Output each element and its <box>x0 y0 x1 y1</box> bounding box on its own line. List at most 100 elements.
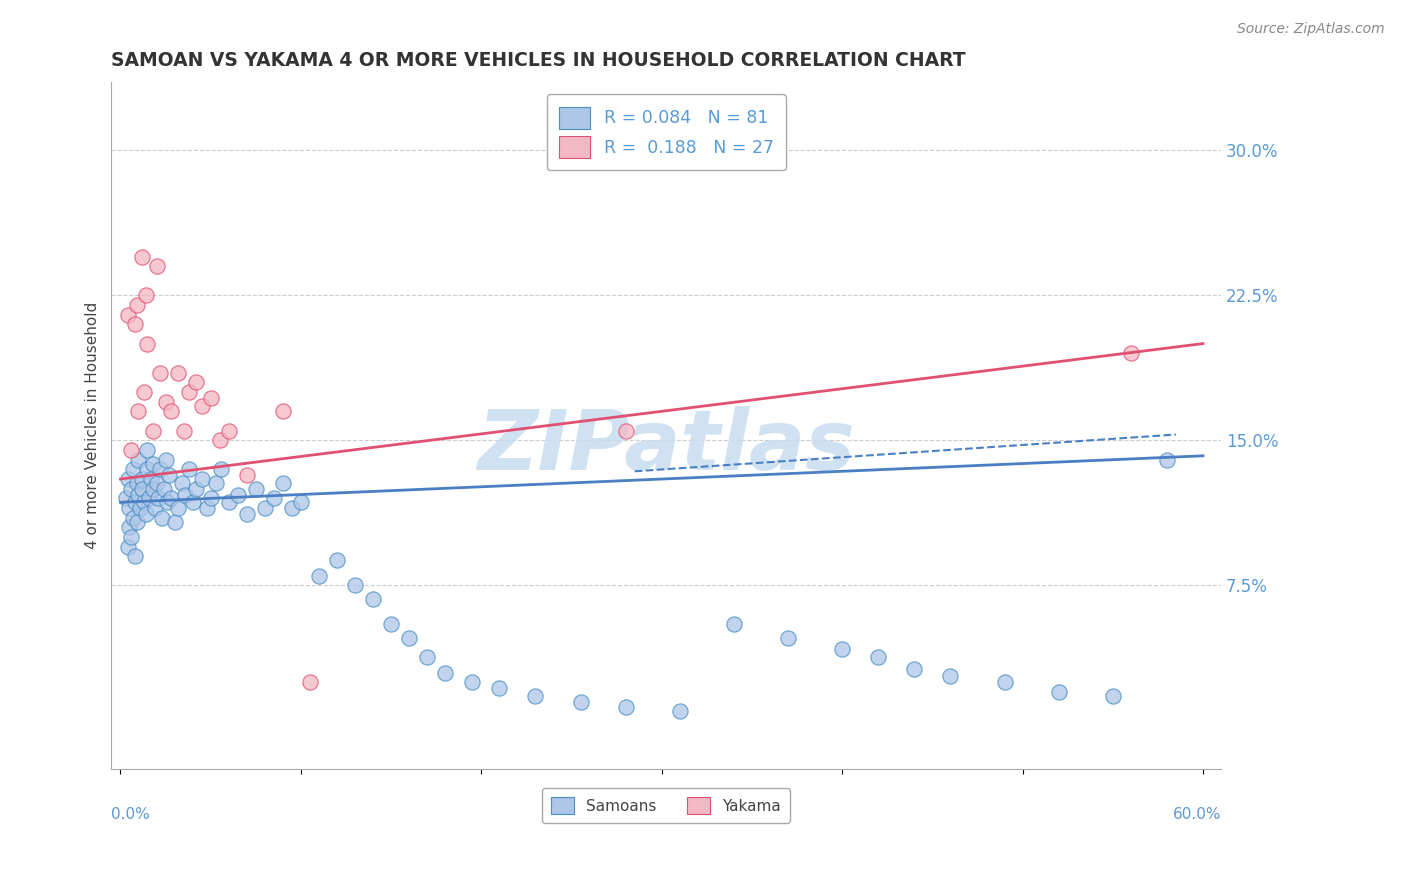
Point <box>416 650 439 665</box>
Point <box>190 472 212 486</box>
Point <box>135 288 157 302</box>
Point <box>120 482 142 496</box>
Point <box>149 366 172 380</box>
Point <box>145 475 167 490</box>
Point <box>163 515 186 529</box>
Point <box>263 491 285 506</box>
Point <box>150 510 173 524</box>
Point <box>569 695 592 709</box>
Point <box>668 704 690 718</box>
Point <box>200 391 222 405</box>
Point <box>127 487 149 501</box>
Point <box>614 700 637 714</box>
Point <box>298 675 321 690</box>
Point <box>174 487 197 501</box>
Point <box>115 491 138 506</box>
Point <box>157 468 180 483</box>
Legend: Samoans, Yakama: Samoans, Yakama <box>543 788 790 823</box>
Point <box>939 669 962 683</box>
Point <box>117 308 139 322</box>
Point <box>131 482 153 496</box>
Point <box>308 569 330 583</box>
Point <box>524 689 547 703</box>
Point <box>218 424 240 438</box>
Point <box>155 394 177 409</box>
Point <box>226 487 249 501</box>
Point <box>145 259 167 273</box>
Point <box>343 578 366 592</box>
Point <box>205 475 228 490</box>
Point <box>142 424 165 438</box>
Point <box>136 442 159 457</box>
Point <box>868 650 890 665</box>
Point <box>218 495 240 509</box>
Point <box>170 475 193 490</box>
Point <box>118 501 141 516</box>
Point <box>127 404 149 418</box>
Point <box>152 482 174 496</box>
Point <box>135 507 157 521</box>
Point <box>173 424 195 438</box>
Point <box>195 501 218 516</box>
Text: SAMOAN VS YAKAMA 4 OR MORE VEHICLES IN HOUSEHOLD CORRELATION CHART: SAMOAN VS YAKAMA 4 OR MORE VEHICLES IN H… <box>111 51 966 70</box>
Point <box>253 501 276 516</box>
Point <box>488 681 510 695</box>
Point <box>1156 452 1178 467</box>
Point <box>156 495 179 509</box>
Point <box>127 452 149 467</box>
Point <box>148 491 170 506</box>
Point <box>776 631 799 645</box>
Point <box>132 384 155 399</box>
Point <box>177 462 200 476</box>
Point <box>177 384 200 399</box>
Point <box>160 404 183 418</box>
Point <box>200 491 222 506</box>
Point <box>120 530 142 544</box>
Point <box>117 540 139 554</box>
Point <box>142 482 165 496</box>
Point <box>139 472 162 486</box>
Point <box>235 507 257 521</box>
Point <box>155 452 177 467</box>
Point <box>167 501 190 516</box>
Point <box>461 675 484 690</box>
Point <box>122 462 145 476</box>
Point <box>186 376 208 390</box>
Point <box>181 495 204 509</box>
Point <box>235 468 257 483</box>
Point <box>326 553 349 567</box>
Point <box>380 617 402 632</box>
Point <box>124 549 146 564</box>
Point <box>118 520 141 534</box>
Point <box>190 399 212 413</box>
Text: 60.0%: 60.0% <box>1173 807 1220 822</box>
Point <box>167 366 190 380</box>
Point <box>131 472 153 486</box>
Point <box>125 515 148 529</box>
Text: Source: ZipAtlas.com: Source: ZipAtlas.com <box>1237 22 1385 37</box>
Y-axis label: 4 or more Vehicles in Household: 4 or more Vehicles in Household <box>86 302 100 549</box>
Point <box>136 462 159 476</box>
Point <box>160 491 183 506</box>
Point <box>125 475 148 490</box>
Point <box>1047 685 1070 699</box>
Point <box>271 404 294 418</box>
Point <box>1101 689 1123 703</box>
Point <box>132 495 155 509</box>
Point <box>723 617 745 632</box>
Point <box>186 482 208 496</box>
Point <box>281 501 304 516</box>
Text: 0.0%: 0.0% <box>111 807 150 822</box>
Point <box>131 250 153 264</box>
Point <box>434 665 457 680</box>
Point <box>831 642 853 657</box>
Point <box>1119 346 1142 360</box>
Point <box>211 462 233 476</box>
Point <box>290 495 312 509</box>
Point <box>245 482 267 496</box>
Point <box>122 510 145 524</box>
Point <box>614 424 637 438</box>
Point <box>124 495 146 509</box>
Point <box>120 442 142 457</box>
Point <box>136 336 159 351</box>
